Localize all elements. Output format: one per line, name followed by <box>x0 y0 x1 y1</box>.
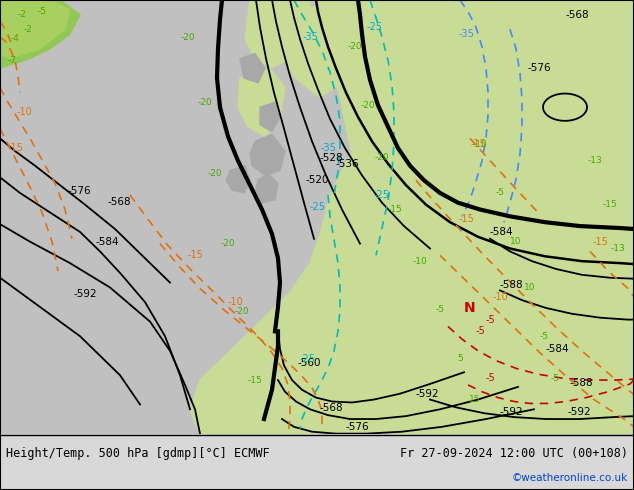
Text: 10: 10 <box>510 237 522 246</box>
Polygon shape <box>238 68 285 136</box>
Text: -568: -568 <box>108 196 132 207</box>
Text: -584: -584 <box>95 237 119 246</box>
Text: -20: -20 <box>361 101 375 110</box>
Text: -20: -20 <box>235 307 249 317</box>
Text: -5: -5 <box>540 332 548 341</box>
Polygon shape <box>250 134 285 175</box>
Text: -2: -2 <box>23 24 32 34</box>
Text: -15: -15 <box>248 375 262 385</box>
Text: -15: -15 <box>387 205 403 214</box>
Text: -576: -576 <box>528 63 552 73</box>
Polygon shape <box>0 0 70 58</box>
Text: -35: -35 <box>302 32 318 42</box>
Text: -15: -15 <box>187 250 203 260</box>
Text: -35: -35 <box>320 143 336 153</box>
Text: -13: -13 <box>588 156 602 165</box>
Text: -584: -584 <box>546 344 569 354</box>
Text: -5: -5 <box>37 7 46 16</box>
Text: -5: -5 <box>485 373 495 383</box>
Text: 15: 15 <box>469 395 481 404</box>
Text: -10: -10 <box>472 140 488 149</box>
Text: -568: -568 <box>320 403 344 413</box>
Text: -5: -5 <box>485 315 495 325</box>
Text: 5: 5 <box>457 354 463 363</box>
Text: -10: -10 <box>227 297 243 307</box>
Text: -7: -7 <box>8 56 16 65</box>
Text: -35: -35 <box>458 29 474 39</box>
Text: -20: -20 <box>221 239 235 248</box>
Text: -588: -588 <box>570 378 593 388</box>
Polygon shape <box>245 0 310 68</box>
Polygon shape <box>255 173 278 203</box>
Text: -528: -528 <box>320 153 344 163</box>
Text: -10: -10 <box>492 292 508 302</box>
Text: -584: -584 <box>490 227 514 237</box>
Text: -592: -592 <box>500 407 524 417</box>
Text: Height/Temp. 500 hPa [gdmp][°C] ECMWF: Height/Temp. 500 hPa [gdmp][°C] ECMWF <box>6 447 269 460</box>
Polygon shape <box>226 166 250 193</box>
Text: -15: -15 <box>470 139 486 149</box>
Text: -5: -5 <box>475 326 485 336</box>
Text: -568: -568 <box>565 10 588 20</box>
Text: -25: -25 <box>310 201 326 212</box>
Text: -5: -5 <box>496 189 505 197</box>
Text: -25: -25 <box>300 354 316 364</box>
Text: -20: -20 <box>198 98 212 107</box>
Text: -592: -592 <box>415 389 439 399</box>
Text: -25: -25 <box>374 190 390 200</box>
Text: -20: -20 <box>181 32 195 42</box>
Text: -592: -592 <box>73 289 96 299</box>
Text: Fr 27-09-2024 12:00 UTC (00+108): Fr 27-09-2024 12:00 UTC (00+108) <box>400 447 628 460</box>
Polygon shape <box>450 0 634 215</box>
Text: -25: -25 <box>367 22 383 32</box>
Text: -536: -536 <box>335 159 359 169</box>
Text: -15: -15 <box>592 237 608 246</box>
Text: 10: 10 <box>524 283 536 292</box>
Polygon shape <box>278 0 380 98</box>
Text: -20: -20 <box>375 153 389 162</box>
Text: N: N <box>464 301 476 315</box>
Text: -15: -15 <box>7 143 23 153</box>
Polygon shape <box>260 102 280 131</box>
Text: -5: -5 <box>436 305 444 315</box>
Text: -2: -2 <box>18 10 27 19</box>
Polygon shape <box>310 234 634 434</box>
Text: -592: -592 <box>568 407 592 417</box>
Text: -576: -576 <box>346 422 370 432</box>
Text: -588: -588 <box>500 280 524 290</box>
Text: -13: -13 <box>611 244 625 253</box>
Text: -20: -20 <box>208 169 223 178</box>
Polygon shape <box>240 53 265 83</box>
Text: -10: -10 <box>413 257 427 266</box>
Text: -20: -20 <box>347 42 362 51</box>
Text: ©weatheronline.co.uk: ©weatheronline.co.uk <box>512 473 628 483</box>
Text: -520: -520 <box>305 175 328 185</box>
Polygon shape <box>190 0 634 434</box>
Text: -15: -15 <box>603 200 618 209</box>
Text: -4: -4 <box>11 34 20 44</box>
Text: -5: -5 <box>550 373 559 383</box>
Polygon shape <box>0 0 80 68</box>
Text: -15: -15 <box>458 214 474 224</box>
Text: -576: -576 <box>68 186 92 196</box>
Text: -560: -560 <box>297 359 321 368</box>
Text: -10: -10 <box>16 107 32 117</box>
Polygon shape <box>330 0 480 195</box>
